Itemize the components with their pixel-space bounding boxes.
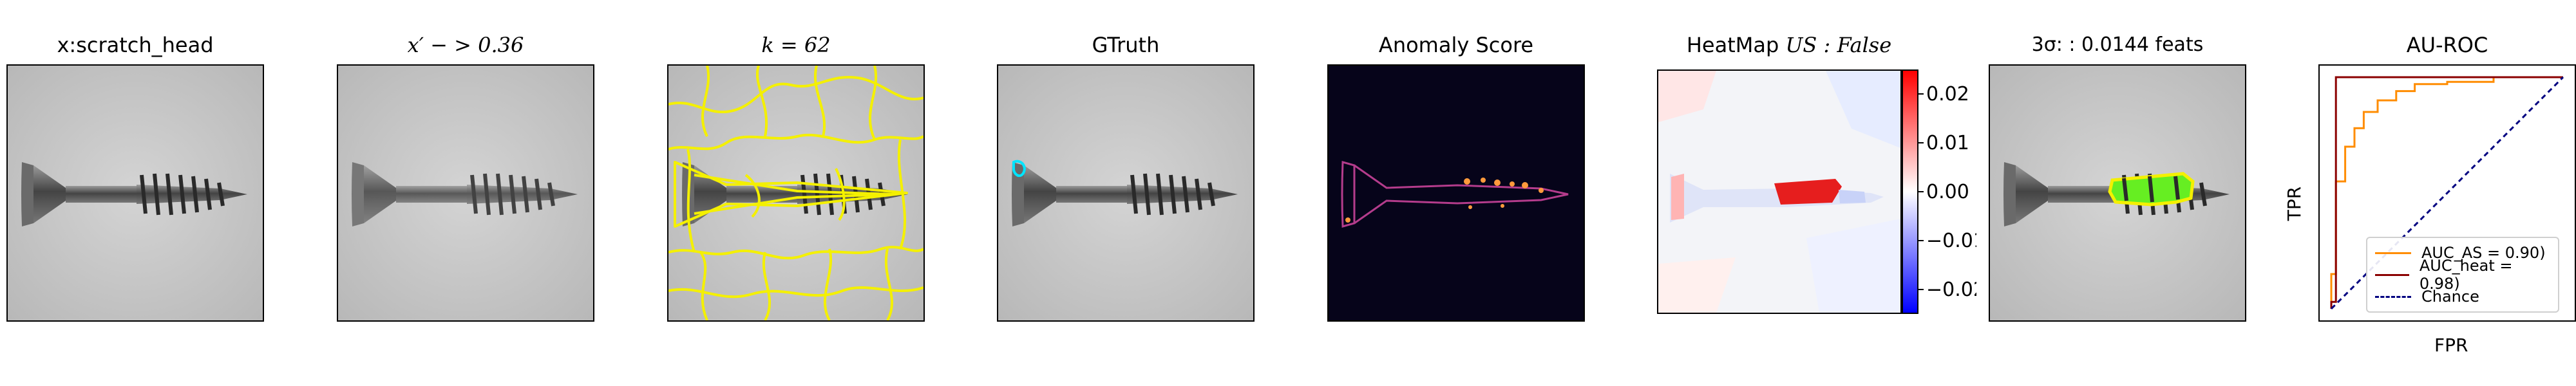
legend-entry-auc-as: AUC_AS = 0.90) [2375,242,2550,264]
reconstruction-image [337,64,594,322]
x-axis-label: FPR [2434,335,2468,356]
roc-series-line-1 [2330,76,2563,309]
colorbar-tick-label: −0.02 [1926,279,1976,301]
colorbar-tick-label: 0.01 [1926,132,1969,154]
heatmap-image [1657,69,1902,314]
panel-title: k = 62 [761,33,831,57]
screw-image [6,64,264,322]
threshold-image [1989,64,2246,322]
legend-entry-auc-heat: AUC_heat = 0.98) [2375,257,2550,293]
anomaly-score-image [1327,64,1585,322]
panel-title: 3σ: : 0.0144 feats [2031,33,2204,56]
panel-title: GTruth [1092,33,1160,57]
panel-title: Anomaly Score [1378,33,1534,57]
ground-truth-image [997,64,1255,322]
colorbar [1902,69,1918,314]
colorbar-tick-label: −0.01 [1926,230,1976,252]
superpixel-image [667,64,925,322]
colorbar-tick-label: 0.02 [1926,83,1969,106]
legend-entry-chance: Chance [2375,286,2550,308]
roc-series-line-0 [2330,76,2563,309]
chart-title: AU-ROC [2406,33,2488,57]
panel-title: x′ − > 0.36 [407,33,524,57]
panel-title: HeatMap US : False [1686,33,1892,57]
legend: AUC_AS = 0.90) AUC_heat = 0.98) Chance [2366,237,2559,313]
panel-title: x:scratch_head [57,33,214,57]
colorbar-tick-label: 0.00 [1926,181,1969,203]
colorbar-ticks: 0.02 0.01 0.00 −0.01 −0.02 [1918,83,1976,301]
y-axis-label: TPR [2284,186,2306,221]
